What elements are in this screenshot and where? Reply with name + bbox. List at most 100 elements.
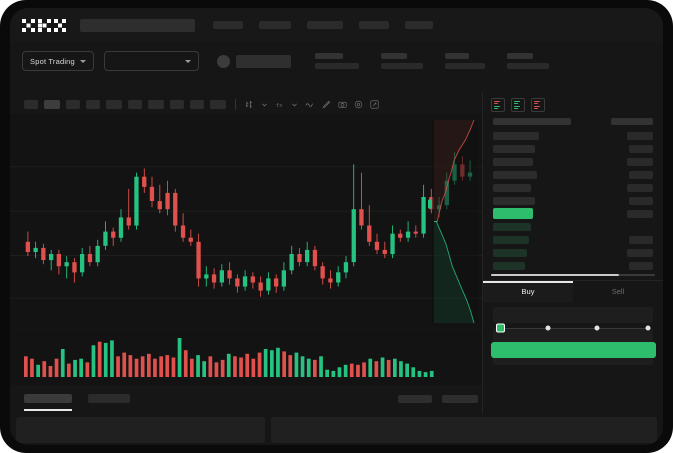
timeframe-button-9[interactable] [190,99,204,109]
indicator-icon[interactable]: fx [275,100,284,109]
settings-icon[interactable] [354,100,363,109]
nav-item-1[interactable] [213,21,243,29]
timeframe-button-7[interactable] [148,99,164,109]
mode-row [514,101,520,102]
toolbar-divider [235,98,236,110]
tab-buy[interactable]: Buy [483,281,573,302]
stat-1 [314,53,359,69]
orderbook-row[interactable] [483,142,663,155]
bottom-card-left[interactable] [16,417,266,443]
trading-mode-label: Spot Trading [30,56,75,66]
mode-row [514,105,520,107]
orders-tab-1[interactable] [24,394,72,403]
nav-item-3[interactable] [307,21,343,29]
orders-control-2[interactable] [442,395,478,403]
submit-buy-button[interactable] [491,342,656,358]
volume-histogram [10,330,482,385]
svg-text:fx: fx [276,102,283,108]
orderbook-price [493,131,539,140]
okx-logo[interactable] [22,18,66,32]
orderbook-row[interactable] [483,155,663,168]
timeframe-button-4[interactable] [86,99,100,109]
candlestick-icon[interactable] [245,100,254,109]
trading-mode-selector[interactable]: Spot Trading [22,51,94,71]
buy-sell-tabs: Buy Sell [483,280,663,302]
chevron-down-icon[interactable] [291,101,298,108]
chart-tool-icons: fx [245,99,379,109]
candlestick-chart[interactable] [10,114,482,329]
orderbook-row[interactable] [483,194,663,207]
orders-control-1[interactable] [398,395,432,403]
orderbook-row[interactable] [483,246,663,259]
timeframe-button-10[interactable] [210,99,226,109]
timeframe-button-5[interactable] [106,99,122,109]
orders-tab-2[interactable] [88,394,130,403]
orderbook-mode-both[interactable] [491,98,505,112]
pencil-icon[interactable] [322,100,331,109]
timeframe-button-6[interactable] [128,99,142,109]
mode-row [514,108,518,109]
mode-row [534,103,538,105]
top-navigation-bar [10,8,663,42]
wave-icon[interactable] [305,100,315,109]
bottom-card-row [10,414,663,445]
order-price-field[interactable] [493,307,653,323]
nav-item-5[interactable] [405,21,433,29]
camera-icon[interactable] [338,100,347,109]
chevron-down-icon[interactable] [261,101,268,108]
chart-toolbar: fx [10,92,482,116]
app-screen: Spot Trading fx [10,8,663,445]
mode-row [494,105,500,107]
orderbook-price [493,248,527,257]
slider-handle[interactable] [496,323,505,333]
order-amount-field[interactable] [493,328,653,344]
orderbook-mode-bids[interactable] [511,98,525,112]
stat-4 [506,53,549,69]
orderbook-price [493,144,535,153]
orderbook-row[interactable] [483,259,663,272]
chart-canvas [10,152,482,299]
mode-row [494,103,498,105]
global-search-input[interactable] [80,18,195,32]
orderbook-row[interactable] [483,220,663,233]
timeframe-button-3[interactable] [66,99,80,109]
orderbook-row[interactable] [483,181,663,194]
nav-item-2[interactable] [259,21,291,29]
order-amount-slider[interactable] [493,321,654,335]
orderbook-row[interactable] [483,168,663,181]
orderbook-mode-asks[interactable] [531,98,545,112]
scrollbar-thumb[interactable] [491,274,619,276]
orderbook-amount [627,157,653,166]
orderbook-scrollbar[interactable] [491,274,655,276]
nav-items [213,21,449,29]
stat-label [506,53,533,59]
orderbook-amount [629,235,653,244]
timeframe-button-2[interactable] [44,99,60,109]
orderbook-row[interactable] [483,233,663,246]
stat-value [444,63,485,69]
orderbook-row[interactable] [483,207,663,220]
orderbook-header-amount [611,118,653,125]
fullscreen-icon[interactable] [370,99,379,109]
mode-row [534,105,540,107]
orderbook-rows [483,129,663,272]
slider-step-4[interactable] [645,325,651,331]
nav-item-4[interactable] [359,21,389,29]
orderbook-price [493,222,531,231]
slider-step-2[interactable] [545,325,551,331]
slider-step-3[interactable] [594,325,600,331]
depth-chart-overlay [428,114,482,329]
stat-3 [444,53,485,69]
chevron-down-icon [184,59,191,63]
trading-pair-selector[interactable] [103,51,199,71]
chevron-down-icon [79,59,86,63]
timeframe-button-8[interactable] [170,99,184,109]
bottom-card-right[interactable] [271,417,657,443]
tab-sell[interactable]: Sell [573,281,663,302]
orderbook-header [483,116,663,129]
timeframe-button-1[interactable] [24,99,38,109]
orderbook-amount [629,196,653,205]
orderbook-row[interactable] [483,129,663,142]
mode-row [514,103,518,105]
